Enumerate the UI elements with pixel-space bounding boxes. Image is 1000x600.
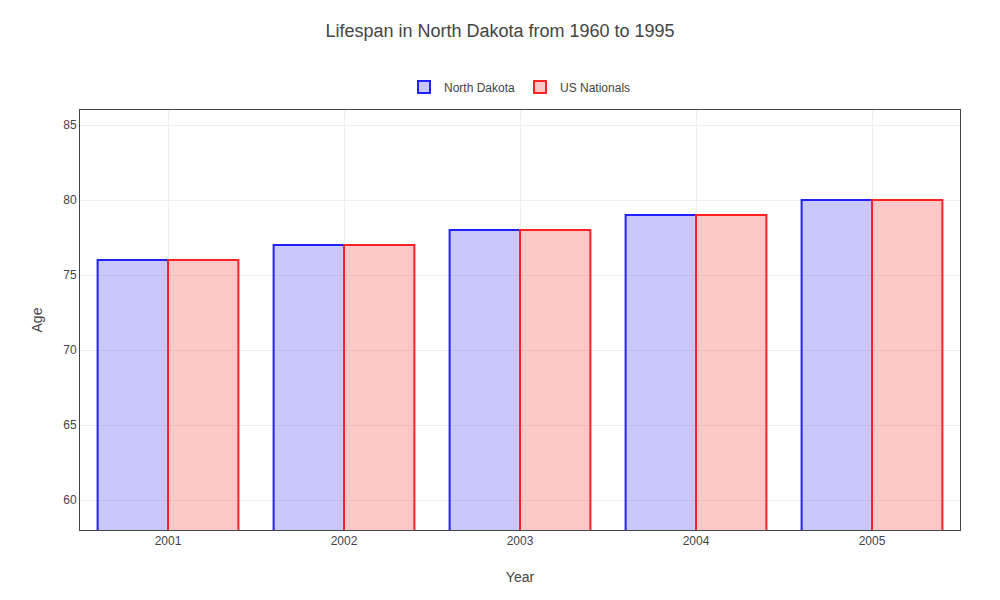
- svg-text:2004: 2004: [683, 534, 710, 548]
- svg-text:Lifespan in North Dakota from: Lifespan in North Dakota from 1960 to 19…: [325, 21, 674, 41]
- svg-text:2001: 2001: [155, 534, 182, 548]
- svg-text:2002: 2002: [331, 534, 358, 548]
- svg-text:70: 70: [63, 343, 77, 357]
- svg-text:US Nationals: US Nationals: [560, 81, 630, 95]
- svg-text:65: 65: [63, 418, 77, 432]
- svg-text:60: 60: [63, 493, 77, 507]
- svg-text:Year: Year: [506, 569, 535, 585]
- svg-text:85: 85: [63, 118, 77, 132]
- svg-text:2003: 2003: [507, 534, 534, 548]
- svg-text:North Dakota: North Dakota: [444, 81, 515, 95]
- svg-text:Age: Age: [29, 307, 45, 332]
- svg-text:75: 75: [63, 268, 77, 282]
- svg-text:80: 80: [63, 193, 77, 207]
- svg-text:2005: 2005: [859, 534, 886, 548]
